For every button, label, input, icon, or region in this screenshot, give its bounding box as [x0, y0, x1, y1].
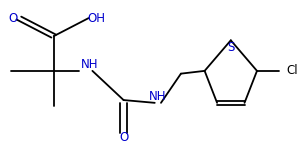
- Text: OH: OH: [87, 12, 105, 25]
- Text: O: O: [8, 12, 17, 25]
- Text: NH: NH: [81, 58, 99, 71]
- Text: O: O: [119, 131, 128, 144]
- Text: NH: NH: [149, 90, 166, 103]
- Text: S: S: [227, 41, 235, 54]
- Text: Cl: Cl: [286, 64, 298, 77]
